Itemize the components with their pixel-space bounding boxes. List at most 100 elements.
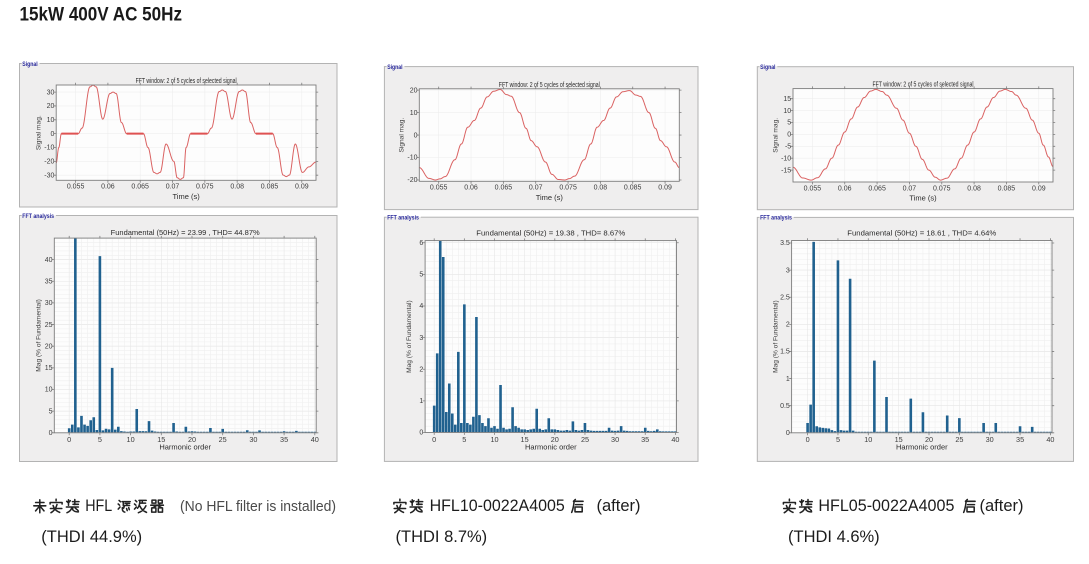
svg-text:-30: -30 [44,172,54,179]
svg-text:35: 35 [45,278,53,285]
svg-text:0: 0 [432,435,436,444]
svg-text:0.5: 0.5 [780,403,790,410]
svg-text:Signal: Signal [760,64,776,71]
svg-text:0.09: 0.09 [658,185,672,192]
svg-text:25: 25 [219,435,227,444]
svg-text:0: 0 [50,131,54,138]
svg-text:(THDI 44.9%): (THDI 44.9%) [41,528,142,546]
svg-text:2: 2 [786,322,790,329]
svg-text:1: 1 [419,398,423,405]
svg-text:10: 10 [127,435,135,444]
svg-text:Fundamental (50Hz) = 19.38 , T: Fundamental (50Hz) = 19.38 , THD= 8.67% [476,229,626,238]
svg-text:FFT analysis: FFT analysis [22,213,54,220]
svg-text:5: 5 [787,120,791,127]
svg-text:0: 0 [67,435,71,444]
svg-text:FFT window: 2 of 5 cycles of s: FFT window: 2 of 5 cycles of selected si… [136,78,237,85]
svg-text:Mag (% of Fundamental): Mag (% of Fundamental) [773,300,780,373]
svg-text:35: 35 [1016,435,1024,444]
svg-text:0.055: 0.055 [804,185,822,192]
svg-text:25: 25 [955,435,963,444]
svg-text:(after): (after) [597,497,641,515]
svg-text:10: 10 [47,117,55,124]
svg-text:15kW 400V AC 50Hz: 15kW 400V AC 50Hz [20,4,183,26]
svg-text:30: 30 [47,89,55,96]
svg-text:3: 3 [419,335,423,342]
svg-text:10: 10 [783,108,791,115]
svg-text:HFL10-0022A4005: HFL10-0022A4005 [430,497,565,515]
svg-text:20: 20 [925,435,933,444]
svg-text:5: 5 [419,272,423,279]
svg-text:Fundamental (50Hz) = 23.99 , T: Fundamental (50Hz) = 23.99 , THD= 44.87% [111,228,261,237]
svg-text:20: 20 [45,343,53,350]
svg-text:(No HFL filter is installed): (No HFL filter is installed) [180,499,336,515]
svg-text:0.055: 0.055 [67,184,85,191]
svg-text:25: 25 [45,322,53,329]
svg-text:HFL: HFL [85,497,112,515]
svg-text:-10: -10 [44,145,54,152]
svg-text:Mag (% of Fundamental): Mag (% of Fundamental) [35,299,42,372]
svg-text:0.06: 0.06 [464,185,478,192]
svg-text:0: 0 [806,435,810,444]
svg-text:FFT analysis: FFT analysis [387,215,419,222]
svg-text:Mag (% of Fundamental): Mag (% of Fundamental) [406,300,413,373]
svg-text:0.07: 0.07 [903,185,917,192]
svg-text:30: 30 [45,300,53,307]
svg-text:0.065: 0.065 [868,185,886,192]
svg-text:0.075: 0.075 [559,185,577,192]
svg-text:6: 6 [419,240,423,247]
svg-text:0.06: 0.06 [838,185,852,192]
svg-text:40: 40 [311,435,319,444]
svg-text:0.08: 0.08 [967,185,981,192]
svg-text:1.5: 1.5 [780,349,790,356]
svg-text:0.075: 0.075 [933,185,951,192]
svg-text:10: 10 [864,435,872,444]
svg-text:5: 5 [836,435,840,444]
svg-text:15: 15 [783,96,791,103]
svg-text:0.07: 0.07 [529,185,543,192]
svg-text:FFT window: 2 of 5 cycles of s: FFT window: 2 of 5 cycles of selected si… [499,82,600,89]
svg-text:0: 0 [787,132,791,139]
svg-text:-15: -15 [781,167,791,174]
svg-text:10: 10 [45,387,53,394]
svg-text:Time (s): Time (s) [536,193,564,202]
svg-text:0.06: 0.06 [101,184,115,191]
svg-text:15: 15 [45,365,53,372]
svg-text:0.09: 0.09 [1032,185,1046,192]
svg-text:0.07: 0.07 [166,184,180,191]
svg-text:Harmonic order: Harmonic order [159,443,211,452]
svg-text:15: 15 [157,435,165,444]
svg-text:0.085: 0.085 [998,185,1016,192]
svg-text:(THDI 8.7%): (THDI 8.7%) [396,528,488,546]
svg-text:0.08: 0.08 [594,185,608,192]
svg-text:-20: -20 [407,177,417,184]
svg-text:(THDI 4.6%): (THDI 4.6%) [788,528,880,546]
svg-text:Signal mag.: Signal mag. [772,118,779,153]
svg-text:20: 20 [551,435,559,444]
svg-text:25: 25 [581,435,589,444]
svg-text:0.085: 0.085 [624,185,642,192]
svg-text:0: 0 [414,132,418,139]
svg-text:0.085: 0.085 [261,184,279,191]
svg-text:-10: -10 [407,155,417,162]
svg-text:Harmonic order: Harmonic order [896,443,948,452]
svg-text:5: 5 [462,435,466,444]
svg-text:5: 5 [98,435,102,444]
svg-text:Signal mag.: Signal mag. [36,115,43,150]
svg-text:FFT window: 2 of 5 cycles of s: FFT window: 2 of 5 cycles of selected si… [873,82,974,89]
svg-text:-10: -10 [781,155,791,162]
svg-text:Time (s): Time (s) [172,192,200,201]
svg-text:40: 40 [45,257,53,264]
svg-text:20: 20 [188,435,196,444]
svg-text:3.5: 3.5 [780,240,790,247]
svg-text:2: 2 [419,366,423,373]
svg-text:4: 4 [419,303,423,310]
svg-text:Signal: Signal [387,64,403,71]
svg-text:FFT analysis: FFT analysis [760,215,792,222]
svg-text:1: 1 [786,376,790,383]
svg-text:5: 5 [49,408,53,415]
svg-text:40: 40 [671,435,679,444]
svg-text:-20: -20 [44,159,54,166]
svg-text:15: 15 [521,435,529,444]
svg-text:0.065: 0.065 [495,185,513,192]
svg-text:Harmonic order: Harmonic order [525,442,577,451]
